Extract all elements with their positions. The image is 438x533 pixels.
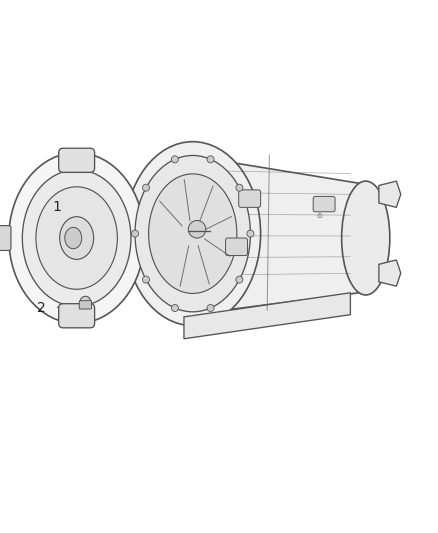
FancyBboxPatch shape: [239, 190, 261, 207]
Circle shape: [171, 156, 178, 163]
Circle shape: [171, 304, 178, 311]
Ellipse shape: [135, 156, 251, 312]
FancyBboxPatch shape: [79, 301, 92, 309]
Ellipse shape: [22, 169, 131, 306]
FancyBboxPatch shape: [0, 225, 11, 251]
Ellipse shape: [65, 228, 82, 249]
Circle shape: [236, 184, 243, 191]
FancyBboxPatch shape: [59, 148, 95, 172]
Ellipse shape: [60, 217, 94, 260]
Ellipse shape: [342, 181, 390, 295]
FancyBboxPatch shape: [226, 238, 247, 255]
FancyBboxPatch shape: [313, 197, 335, 212]
Ellipse shape: [188, 221, 206, 238]
Circle shape: [207, 304, 214, 311]
Polygon shape: [379, 260, 401, 286]
Polygon shape: [379, 181, 401, 207]
Circle shape: [142, 184, 149, 191]
Circle shape: [131, 230, 138, 237]
Circle shape: [247, 230, 254, 237]
Text: ⊙: ⊙: [317, 213, 323, 219]
FancyBboxPatch shape: [59, 304, 95, 328]
Ellipse shape: [36, 187, 117, 289]
Text: 2: 2: [37, 301, 46, 315]
Text: 1: 1: [53, 200, 61, 214]
Circle shape: [207, 156, 214, 163]
Ellipse shape: [148, 174, 237, 294]
Circle shape: [80, 296, 91, 307]
Polygon shape: [184, 293, 350, 339]
Polygon shape: [171, 152, 359, 317]
Circle shape: [142, 276, 149, 283]
Ellipse shape: [9, 152, 145, 324]
Circle shape: [236, 276, 243, 283]
Ellipse shape: [125, 142, 261, 326]
